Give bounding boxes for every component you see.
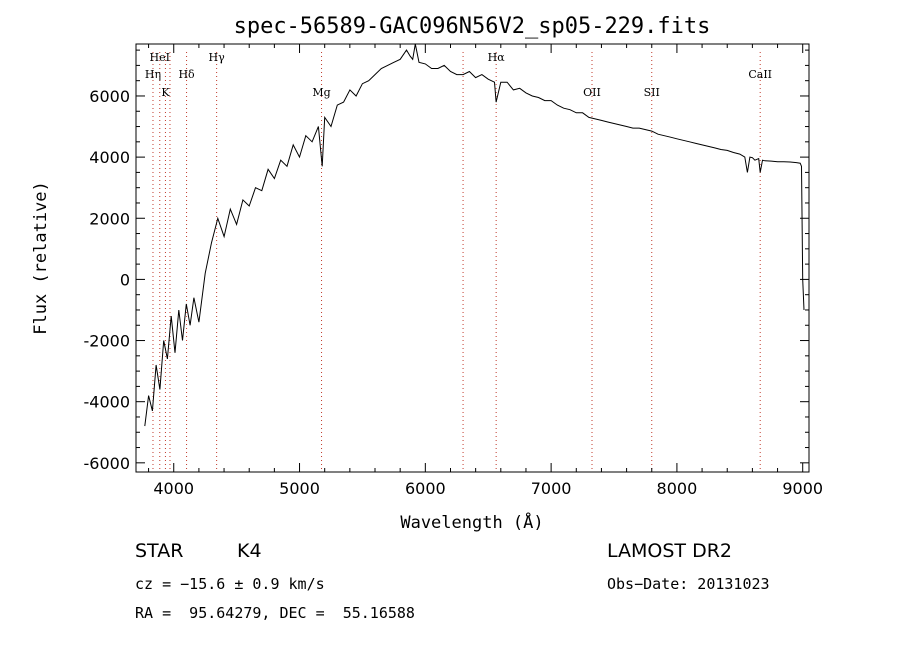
- y-tick-label: 6000: [89, 87, 130, 106]
- x-tick-label: 6000: [405, 479, 446, 498]
- object-subclass: K4: [237, 540, 262, 562]
- spectral-line-labels: HeI HηK Hδ Hγ Mg Hα OII SII CaII: [145, 51, 772, 99]
- y-tick-label: -4000: [84, 393, 131, 412]
- x-axis-label: Wavelength (Å): [400, 511, 543, 533]
- x-tick-label: 7000: [531, 479, 572, 498]
- survey-name: LAMOST DR2: [607, 540, 732, 562]
- spectral-line-label: Mg: [312, 86, 330, 99]
- spectral-line-label: Hα: [488, 51, 506, 64]
- x-tick-label: 5000: [279, 479, 320, 498]
- redshift-text: cz = −15.6 ± 0.9 km/s: [135, 575, 325, 593]
- axis-ticks: [136, 44, 809, 472]
- spectral-line-label: Hγ: [209, 51, 226, 64]
- chart-title: spec-56589-GAC096N56V2_sp05-229.fits: [234, 14, 711, 39]
- spectral-line-label: OII: [583, 86, 601, 99]
- tick-labels: 4000 5000 6000 7000 8000 9000 -6000 -4000 -2000 0…: [84, 87, 824, 498]
- coordinates-text: RA = 95.64279, DEC = 55.16588: [135, 604, 415, 622]
- y-tick-label: 0: [120, 270, 130, 289]
- spectral-line-label: Hδ: [178, 68, 195, 81]
- spectral-line-label: CaII: [748, 68, 772, 81]
- y-tick-label: 2000: [89, 209, 130, 228]
- object-class: STAR: [135, 540, 184, 562]
- spectral-line-label: K: [161, 86, 170, 99]
- y-tick-label: 4000: [89, 148, 130, 167]
- spectral-line-label: Hη: [145, 68, 161, 81]
- y-tick-label: -6000: [84, 454, 131, 473]
- plot-frame: [135, 43, 810, 473]
- marker-lines: [152, 52, 761, 472]
- y-axis-label: Flux (relative): [31, 181, 51, 335]
- y-tick-label: -2000: [84, 332, 131, 351]
- x-tick-label: 9000: [782, 479, 823, 498]
- obs-date-text: Obs−Date: 20131023: [607, 575, 770, 593]
- spectral-line-label: HeI: [150, 51, 170, 64]
- x-tick-label: 8000: [657, 479, 698, 498]
- spectrum-series-line: [144, 43, 805, 427]
- spectral-line-label: SII: [644, 86, 660, 99]
- x-tick-label: 4000: [153, 479, 194, 498]
